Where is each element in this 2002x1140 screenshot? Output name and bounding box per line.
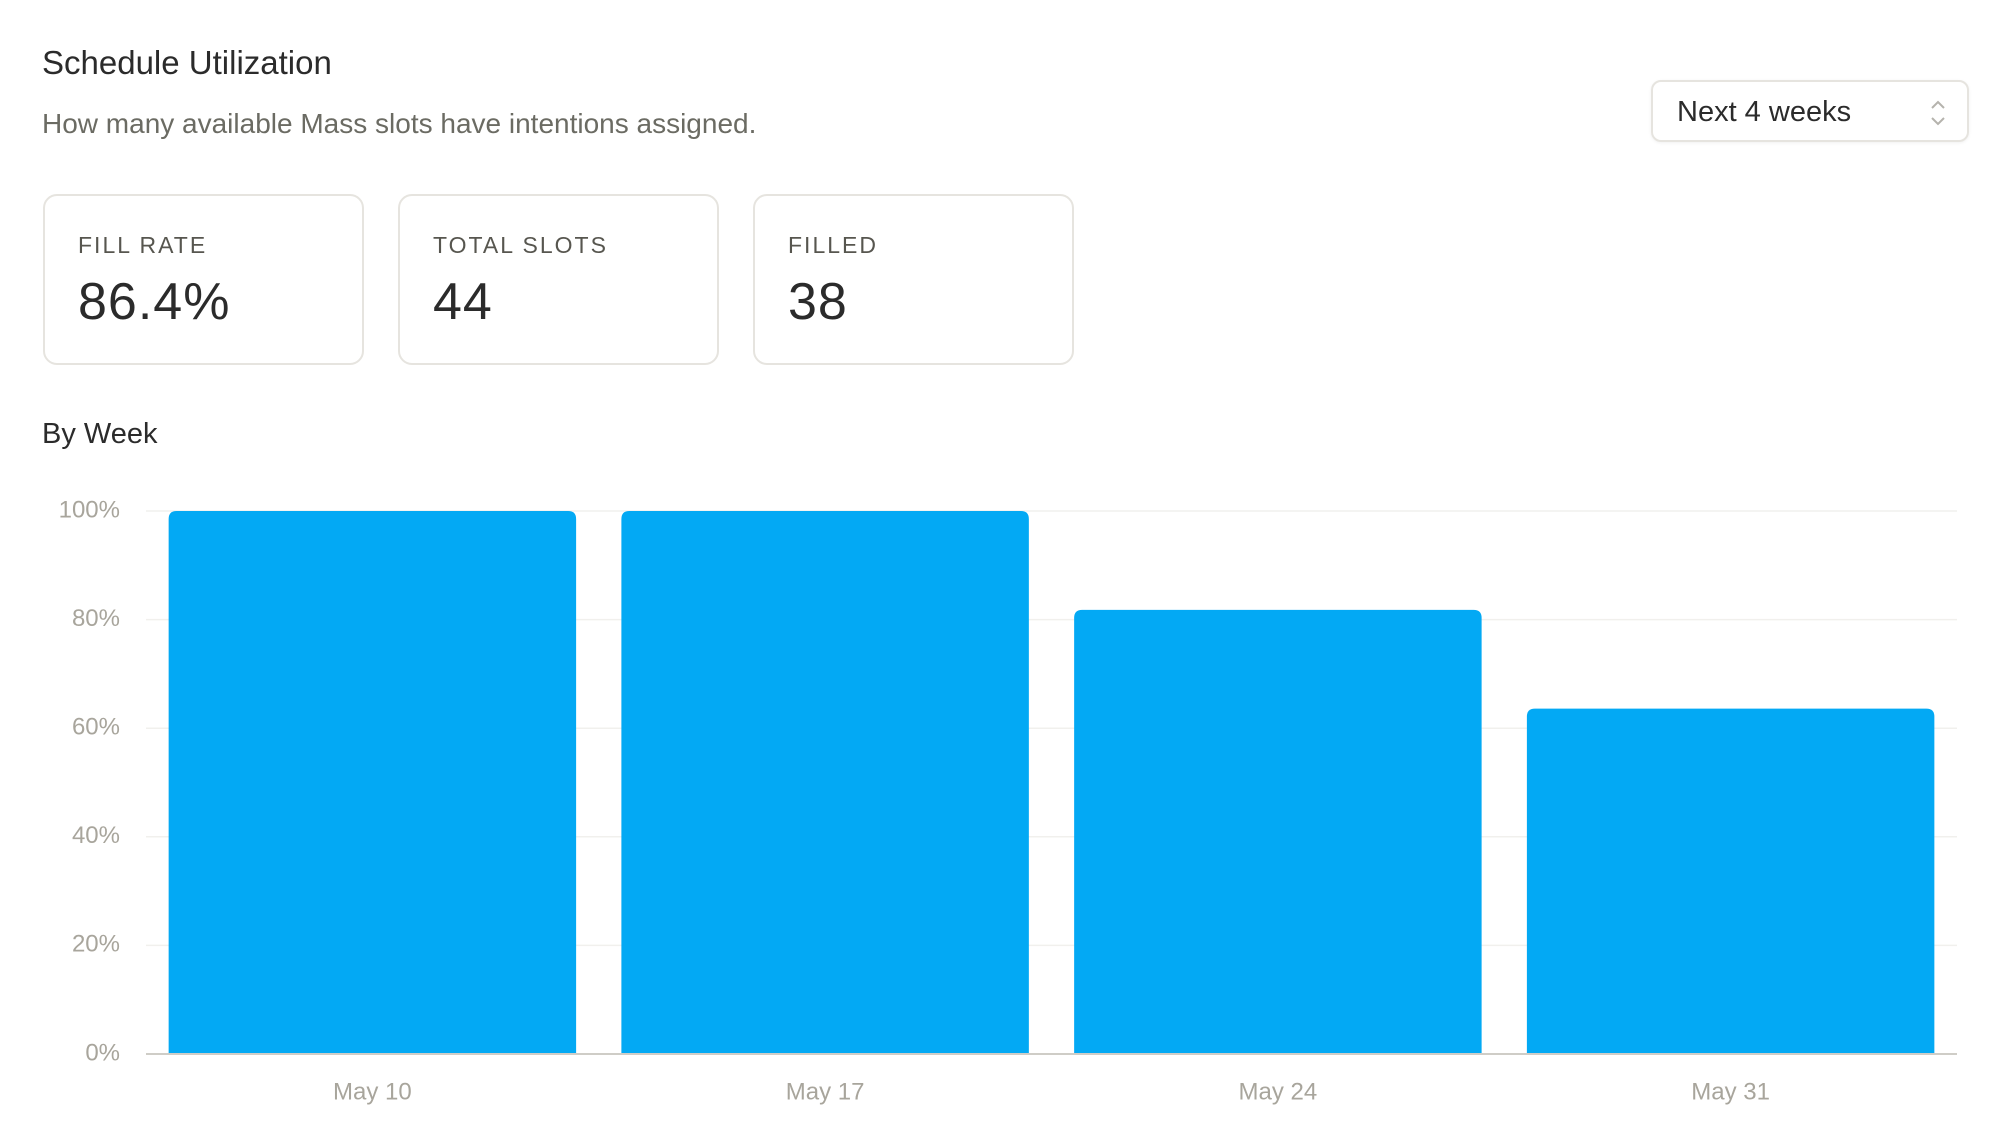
stat-value: 86.4%: [78, 273, 231, 331]
y-tick-label: 100%: [59, 496, 120, 523]
bar: [1526, 708, 1935, 1054]
bar: [621, 511, 1029, 1054]
page-subtitle: How many available Mass slots have inten…: [42, 108, 757, 139]
select-label: Next 4 weeks: [1677, 96, 1852, 128]
page-title: Schedule Utilization: [42, 44, 332, 81]
stat-label: FILL RATE: [78, 232, 208, 258]
chart-title: By Week: [42, 418, 158, 450]
stat-card: FILLED 38: [753, 194, 1074, 365]
x-tick-label: May 10: [333, 1078, 412, 1105]
x-tick-label: May 31: [1691, 1078, 1770, 1105]
select-chevron: [1931, 100, 1945, 126]
y-tick-label: 0%: [85, 1039, 120, 1066]
stat-value: 38: [788, 273, 848, 331]
y-tick-label: 20%: [72, 931, 120, 958]
y-tick-label: 40%: [72, 822, 120, 849]
stat-label: TOTAL SLOTS: [433, 232, 608, 258]
x-tick-label: May 17: [786, 1078, 865, 1105]
bar: [168, 511, 577, 1054]
bar: [1074, 609, 1482, 1054]
stat-card: TOTAL SLOTS 44: [398, 194, 719, 365]
x-tick-label: May 24: [1239, 1078, 1318, 1105]
stat-value: 44: [433, 273, 493, 331]
stat-label: FILLED: [788, 232, 878, 258]
stat-card: FILL RATE 86.4%: [43, 194, 364, 365]
y-tick-label: 60%: [72, 714, 120, 741]
range-select[interactable]: Next 4 weeks: [1651, 80, 1969, 142]
y-tick-label: 80%: [72, 605, 120, 632]
